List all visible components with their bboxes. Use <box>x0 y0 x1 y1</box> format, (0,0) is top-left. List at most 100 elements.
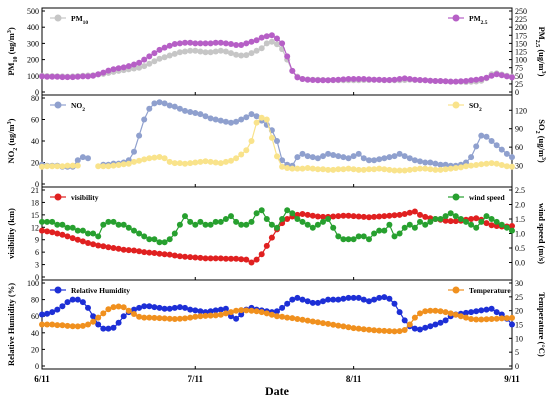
data-point <box>151 100 158 107</box>
data-point <box>228 119 234 126</box>
right-tick-label: 100 <box>515 56 527 65</box>
data-point <box>59 221 66 228</box>
legend-label-main: SO <box>469 101 479 110</box>
data-point <box>120 313 127 320</box>
data-point <box>463 314 469 321</box>
legend-label-main: visibility <box>71 193 99 202</box>
data-point <box>207 255 214 262</box>
data-point <box>503 73 510 80</box>
right-axis-label: Temperature (°C) <box>537 292 547 357</box>
data-point <box>151 314 158 321</box>
data-point <box>222 118 229 125</box>
data-point <box>39 218 45 225</box>
data-point <box>151 50 158 57</box>
data-point <box>386 328 393 335</box>
series-pm-10 <box>39 38 515 85</box>
data-point <box>289 67 296 74</box>
data-point <box>69 296 76 303</box>
data-point <box>309 318 316 325</box>
data-point <box>468 316 475 322</box>
data-point <box>79 238 86 245</box>
data-point <box>125 224 132 231</box>
data-point <box>376 165 383 172</box>
data-point <box>217 160 224 167</box>
left-axis-label-part: (ug/m <box>6 33 16 56</box>
data-point <box>171 50 178 57</box>
data-point <box>340 295 347 302</box>
left-tick-label: 200 <box>27 56 39 65</box>
data-point <box>161 239 168 246</box>
data-point <box>396 309 403 316</box>
data-point <box>299 150 306 157</box>
data-point <box>115 221 122 228</box>
data-point <box>176 105 183 112</box>
data-point <box>330 296 337 303</box>
data-point <box>360 155 367 162</box>
data-point <box>503 163 510 170</box>
legend-label-main: PM <box>469 14 481 23</box>
data-point <box>243 307 250 314</box>
legend-label: PM10 <box>71 14 88 26</box>
data-point <box>478 161 485 168</box>
data-point <box>115 319 122 326</box>
data-point <box>110 162 117 169</box>
data-point <box>100 69 107 76</box>
data-point <box>468 221 475 228</box>
data-point <box>253 47 260 54</box>
series-wind-speed <box>39 207 515 246</box>
data-point <box>64 299 71 306</box>
data-point <box>120 246 127 253</box>
data-point <box>54 163 61 170</box>
right-axis-label: wind speed (m/s) <box>537 203 547 264</box>
data-point <box>131 311 137 317</box>
data-point <box>417 218 423 225</box>
left-tick-label: 60 <box>31 116 39 125</box>
data-point <box>248 111 255 118</box>
data-point <box>248 218 255 225</box>
data-point <box>406 209 413 216</box>
data-point <box>417 211 423 218</box>
legend-label-main: Temperature <box>469 286 511 295</box>
data-point <box>355 76 362 82</box>
data-point <box>105 163 112 170</box>
data-point <box>85 155 91 162</box>
data-point <box>294 154 301 161</box>
data-point <box>222 48 229 55</box>
series-no-2 <box>39 99 515 170</box>
data-point <box>258 34 265 41</box>
data-point <box>406 166 413 173</box>
data-point <box>355 294 362 301</box>
panel-frame <box>41 186 513 281</box>
data-point <box>478 307 485 314</box>
data-point <box>284 165 291 171</box>
data-point <box>59 163 66 170</box>
data-point <box>233 155 240 162</box>
data-point <box>243 147 250 154</box>
data-point <box>44 310 51 317</box>
data-point <box>488 138 495 144</box>
data-point <box>268 134 275 141</box>
data-point <box>360 213 367 220</box>
data-point <box>493 315 500 322</box>
data-point <box>376 327 383 334</box>
data-point <box>340 323 347 330</box>
data-point <box>391 233 398 240</box>
data-point <box>309 154 316 161</box>
data-point <box>243 114 250 121</box>
data-point <box>417 165 423 172</box>
data-point <box>493 223 500 229</box>
data-point <box>161 44 168 51</box>
data-point <box>335 166 342 173</box>
data-point <box>166 102 173 109</box>
data-point <box>345 236 352 243</box>
data-point <box>304 76 311 83</box>
data-point <box>212 218 219 225</box>
data-point <box>100 221 107 228</box>
data-point <box>131 61 137 68</box>
data-point <box>187 109 194 115</box>
right-axis-label-part: (ug/m <box>537 47 547 70</box>
data-point <box>299 165 306 172</box>
x-tick-label: 7/11 <box>188 374 204 384</box>
data-point <box>309 165 316 172</box>
